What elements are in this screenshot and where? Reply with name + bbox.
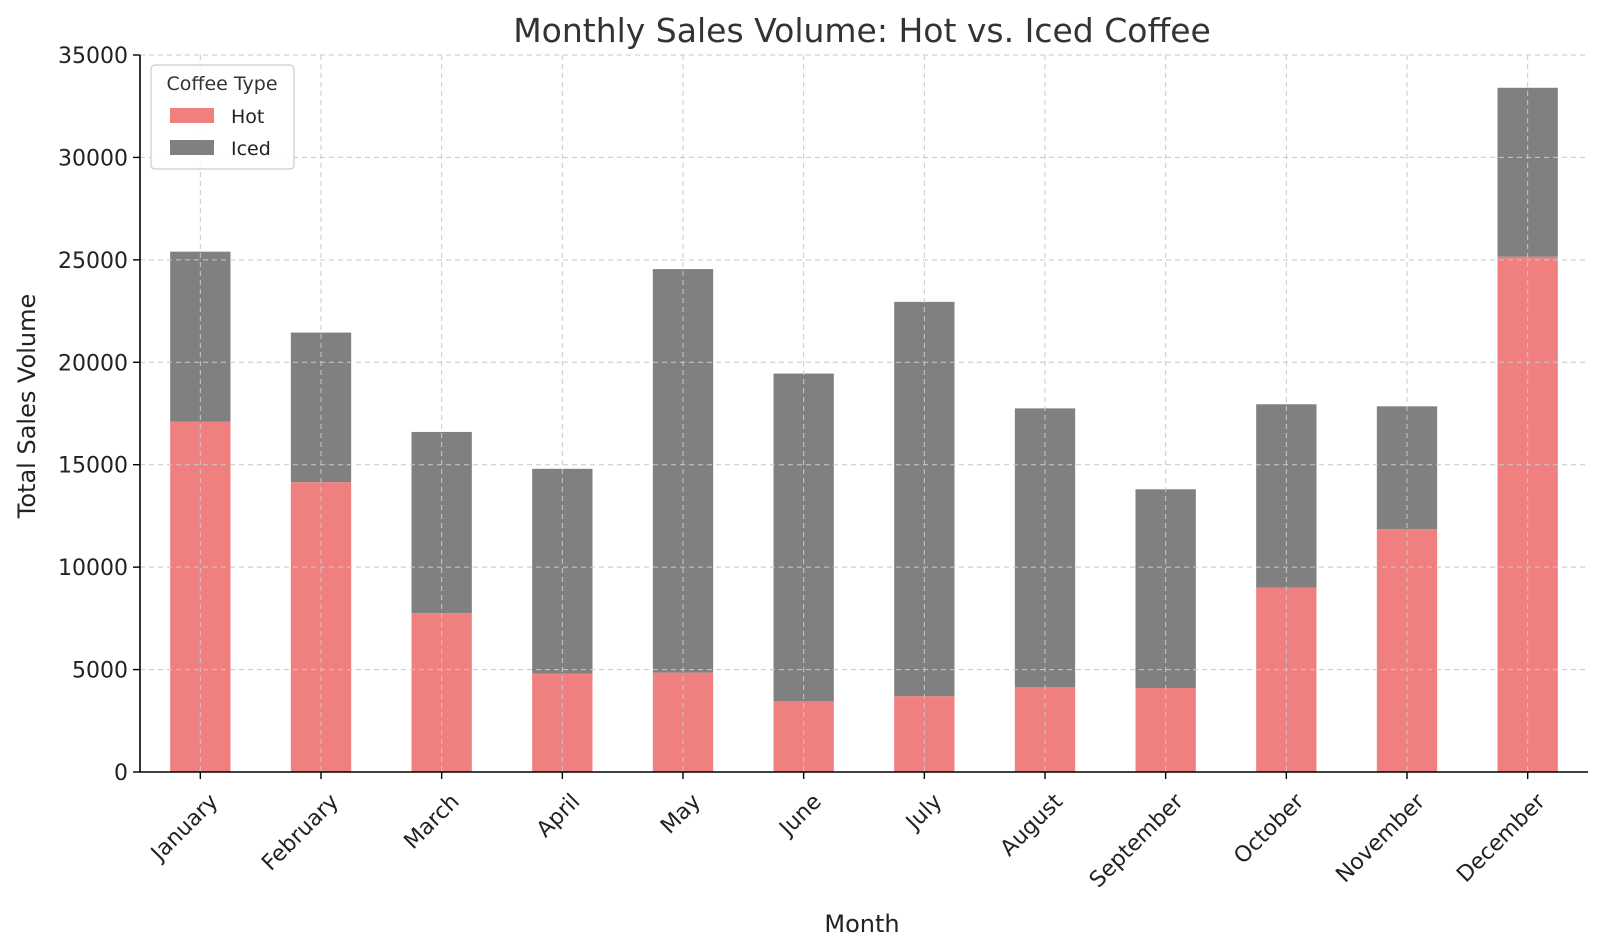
y-tick-label: 20000 bbox=[58, 351, 128, 376]
x-tick-label: October bbox=[1229, 789, 1310, 870]
y-tick-label: 5000 bbox=[72, 659, 128, 684]
legend-title: Coffee Type bbox=[166, 73, 277, 95]
legend-label-hot: Hot bbox=[231, 106, 264, 128]
legend: Coffee Type Hot Iced bbox=[150, 64, 295, 170]
x-tick-label: April bbox=[532, 789, 585, 842]
x-tick-label: January bbox=[145, 789, 223, 867]
x-tick-label: September bbox=[1085, 789, 1189, 893]
y-axis-label: Total Sales Volume bbox=[13, 294, 41, 519]
y-tick-label: 0 bbox=[114, 761, 128, 786]
y-tick-label: 35000 bbox=[58, 44, 128, 69]
grid-layer bbox=[140, 54, 1588, 773]
bar-iced-august bbox=[1014, 408, 1076, 687]
y-tick-label: 10000 bbox=[58, 556, 128, 581]
bar-hot-march bbox=[411, 613, 472, 772]
x-tick-label: November bbox=[1331, 789, 1430, 888]
legend-swatch-hot bbox=[170, 108, 214, 123]
chart-title: Monthly Sales Volume: Hot vs. Iced Coffe… bbox=[513, 11, 1211, 50]
y-tick-label: 25000 bbox=[58, 249, 128, 274]
y-tick-label: 15000 bbox=[58, 454, 128, 479]
x-tick-label: December bbox=[1452, 789, 1551, 888]
axes-layer bbox=[139, 55, 1588, 773]
x-tick-label: May bbox=[656, 789, 706, 839]
x-tick-label: February bbox=[257, 789, 344, 876]
x-tick-label: August bbox=[996, 789, 1068, 861]
x-axis-label: Month bbox=[824, 910, 899, 938]
x-tick-label: March bbox=[400, 789, 465, 854]
x-tick-label: July bbox=[900, 789, 947, 836]
legend-label-iced: Iced bbox=[231, 138, 271, 160]
y-tick-label: 30000 bbox=[58, 146, 128, 171]
x-tick-label: June bbox=[774, 789, 827, 842]
legend-swatch-iced bbox=[170, 140, 214, 155]
